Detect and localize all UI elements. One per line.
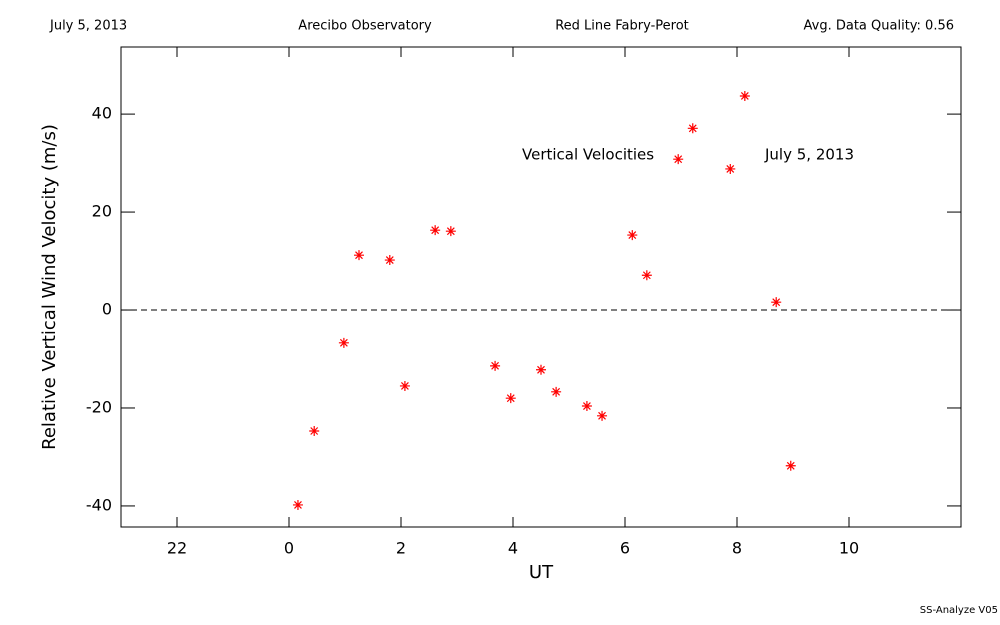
footer: SS-Analyze V05 [920,605,998,616]
y-tick-label: -40 [86,495,112,514]
point [292,499,303,510]
x-tick-label: 2 [396,539,406,558]
y-axis-label: Relative Vertical Wind Velocity (m/s) [39,124,60,450]
point [354,250,364,261]
point [551,386,562,397]
x-tick-label: 22 [167,539,187,558]
point [687,123,698,134]
y-tick-label: 40 [92,104,112,123]
point [490,360,501,371]
header-site: Arecibo Observatory [298,19,432,34]
annotation: July 5, 2013 [764,146,854,164]
point [445,226,456,237]
point [771,297,782,308]
point [739,90,750,101]
point [627,230,638,241]
annotation: Vertical Velocities [522,146,654,164]
x-axis-label: UT [529,562,554,583]
x-tick-label: 10 [839,539,859,558]
point [785,460,796,471]
point [430,225,441,236]
plot-frame [120,46,962,528]
x-tick-label: 8 [732,539,742,558]
x-tick-label: 0 [284,539,294,558]
x-tick-label: 4 [508,539,518,558]
point [673,154,684,165]
point [641,270,652,281]
point [384,255,395,266]
header-date: July 5, 2013 [49,19,127,34]
point [597,410,608,421]
point [399,380,410,391]
point [309,426,320,436]
point [505,393,516,404]
y-tick-label: 20 [92,202,112,221]
point [338,337,349,348]
header-instrument: Red Line Fabry-Perot [555,19,689,34]
header-quality: Avg. Data Quality: 0.56 [804,19,954,34]
point [725,163,736,174]
point [581,401,592,412]
y-tick-label: 0 [102,300,112,319]
point [536,364,546,375]
y-tick-label: -20 [86,397,112,416]
x-tick-label: 6 [620,539,630,558]
